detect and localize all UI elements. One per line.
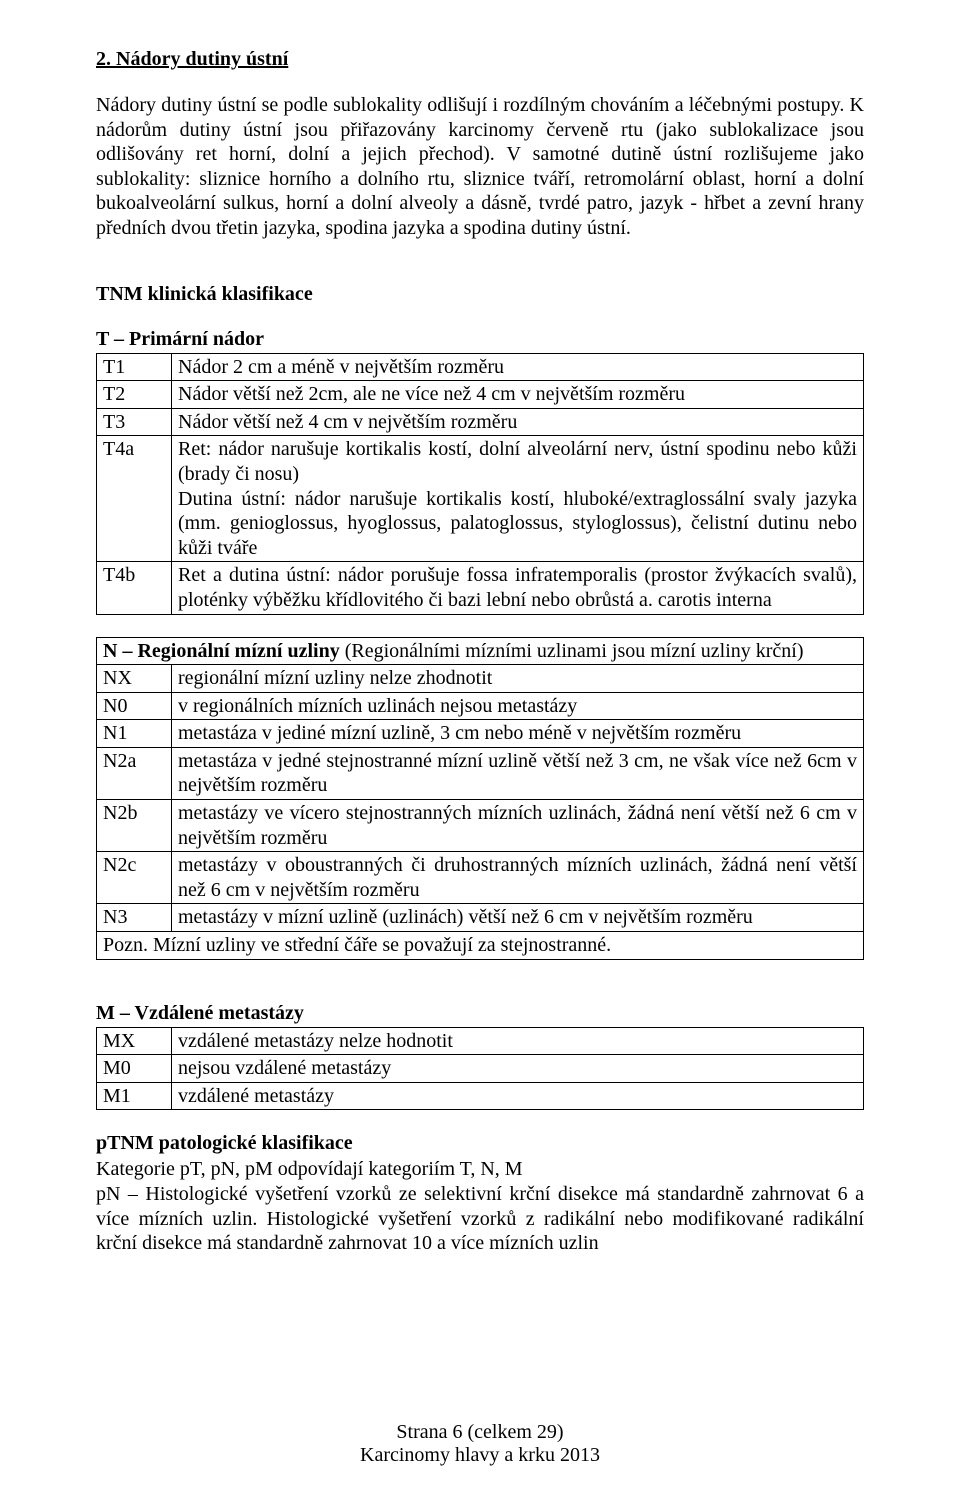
t-heading: T – Primární nádor <box>96 328 864 351</box>
row-desc: metastáza v jedné stejnostranné mízní uz… <box>172 747 864 799</box>
page-footer: Strana 6 (celkem 29) Karcinomy hlavy a k… <box>0 1421 960 1467</box>
row-desc: Ret a dutina ústní: nádor porušuje fossa… <box>172 562 864 614</box>
row-desc: v regionálních mízních uzlinách nejsou m… <box>172 692 864 720</box>
row-desc: Nádor větší než 2cm, ale ne více než 4 c… <box>172 381 864 409</box>
m-table: MXvzdálené metastázy nelze hodnotitM0nej… <box>96 1027 864 1111</box>
row-desc: metastázy v mízní uzlině (uzlinách) větš… <box>172 904 864 932</box>
n-header-row: N – Regionální mízní uzliny (Regionálním… <box>97 637 864 665</box>
row-code: T1 <box>97 353 172 381</box>
table-row: M0nejsou vzdálené metastázy <box>97 1055 864 1083</box>
table-row: N0v regionálních mízních uzlinách nejsou… <box>97 692 864 720</box>
row-code: N2b <box>97 800 172 852</box>
row-code: M1 <box>97 1082 172 1110</box>
spacer <box>96 308 864 326</box>
table-row: N2ametastáza v jedné stejnostranné mízní… <box>97 747 864 799</box>
table-row: MXvzdálené metastázy nelze hodnotit <box>97 1027 864 1055</box>
table-row: T4bRet a dutina ústní: nádor porušuje fo… <box>97 562 864 614</box>
row-desc: Nádor větší než 4 cm v největším rozměru <box>172 408 864 436</box>
t-table: T1Nádor 2 cm a méně v největším rozměruT… <box>96 353 864 615</box>
row-desc: metastázy v oboustranných či druhostrann… <box>172 852 864 904</box>
n-heading: N – Regionální mízní uzliny (Regionálním… <box>97 637 864 665</box>
row-code: T3 <box>97 408 172 436</box>
table-row: NXregionální mízní uzliny nelze zhodnoti… <box>97 665 864 693</box>
n-note: Pozn. Mízní uzliny ve střední čáře se po… <box>97 932 864 960</box>
tnm-heading: TNM klinická klasifikace <box>96 283 864 306</box>
footer-line1: Strana 6 (celkem 29) <box>0 1421 960 1444</box>
table-row: M1vzdálené metastázy <box>97 1082 864 1110</box>
row-desc: nejsou vzdálené metastázy <box>172 1055 864 1083</box>
row-code: N0 <box>97 692 172 720</box>
table-row: N3metastázy v mízní uzlině (uzlinách) vě… <box>97 904 864 932</box>
ptnm-line2: pN – Histologické vyšetření vzorků ze se… <box>96 1182 864 1256</box>
table-row: T4aRet: nádor narušuje kortikalis kostí,… <box>97 436 864 562</box>
row-code: NX <box>97 665 172 693</box>
table-row: N2cmetastázy v oboustranných či druhostr… <box>97 852 864 904</box>
m-heading: M – Vzdálené metastázy <box>96 1002 864 1025</box>
row-code: T4a <box>97 436 172 562</box>
table-row: T2Nádor větší než 2cm, ale ne více než 4… <box>97 381 864 409</box>
table-row: N1metastáza v jediné mízní uzlině, 3 cm … <box>97 720 864 748</box>
row-code: N2a <box>97 747 172 799</box>
page: 2. Nádory dutiny ústní Nádory dutiny úst… <box>0 0 960 1503</box>
row-code: N1 <box>97 720 172 748</box>
row-code: N2c <box>97 852 172 904</box>
row-desc: Nádor 2 cm a méně v největším rozměru <box>172 353 864 381</box>
ptnm-heading: pTNM patologické klasifikace <box>96 1132 864 1155</box>
spacer <box>96 982 864 1000</box>
n-table: N – Regionální mízní uzliny (Regionálním… <box>96 637 864 960</box>
row-code: T2 <box>97 381 172 409</box>
row-desc: vzdálené metastázy nelze hodnotit <box>172 1027 864 1055</box>
row-code: T4b <box>97 562 172 614</box>
row-desc: regionální mízní uzliny nelze zhodnotit <box>172 665 864 693</box>
intro-paragraph: Nádory dutiny ústní se podle sublokality… <box>96 93 864 241</box>
row-desc: vzdálené metastázy <box>172 1082 864 1110</box>
table-row: N2bmetastázy ve vícero stejnostranných m… <box>97 800 864 852</box>
n-note-row: Pozn. Mízní uzliny ve střední čáře se po… <box>97 932 864 960</box>
footer-line2: Karcinomy hlavy a krku 2013 <box>0 1444 960 1467</box>
row-desc: metastáza v jediné mízní uzlině, 3 cm ne… <box>172 720 864 748</box>
row-code: MX <box>97 1027 172 1055</box>
row-desc: metastázy ve vícero stejnostranných mízn… <box>172 800 864 852</box>
table-row: T3Nádor větší než 4 cm v největším rozmě… <box>97 408 864 436</box>
row-code: M0 <box>97 1055 172 1083</box>
row-desc: Ret: nádor narušuje kortikalis kostí, do… <box>172 436 864 562</box>
section-title: 2. Nádory dutiny ústní <box>96 48 864 71</box>
row-code: N3 <box>97 904 172 932</box>
table-row: T1Nádor 2 cm a méně v největším rozměru <box>97 353 864 381</box>
ptnm-line1: Kategorie pT, pN, pM odpovídají kategori… <box>96 1157 864 1182</box>
